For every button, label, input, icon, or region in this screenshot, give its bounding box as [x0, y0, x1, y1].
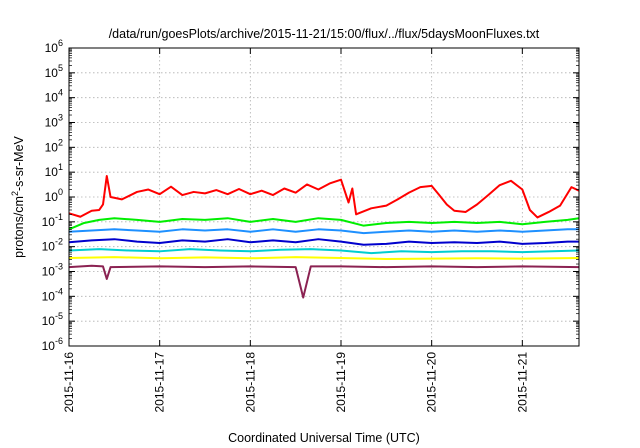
series-lines	[68, 175, 580, 299]
y-tick-label: 101	[45, 162, 63, 179]
x-tick-label: 2015-11-18	[243, 352, 257, 413]
series-line	[68, 256, 580, 260]
y-tick-label: 10-6	[42, 336, 63, 353]
series-line	[68, 238, 579, 246]
x-tick-label: 2015-11-21	[515, 352, 529, 413]
y-tick-label: 10-3	[42, 262, 63, 279]
series-line	[68, 217, 580, 231]
series-line	[68, 175, 580, 219]
y-tick-label: 106	[45, 38, 63, 55]
x-axis-ticks: 2015-11-16 2015-11-17 2015-11-18 2015-11-19…	[62, 48, 529, 413]
grid	[69, 48, 579, 346]
y-axis-label: protons/cm2-s-sr-MeV	[10, 135, 26, 257]
x-tick-label: 2015-11-17	[153, 352, 167, 413]
x-tick-label: 2015-11-19	[334, 352, 348, 413]
y-tick-label: 104	[45, 88, 63, 105]
y-tick-label: 10-5	[42, 311, 63, 328]
y-tick-label: 10-1	[42, 212, 63, 229]
series-line	[68, 228, 579, 235]
y-tick-label: 100	[45, 187, 63, 204]
chart-title: /data/run/goesPlots/archive/2015-11-21/1…	[109, 27, 540, 41]
x-tick-label: 2015-11-20	[425, 352, 439, 413]
y-tick-label: 103	[45, 113, 63, 130]
series-line	[68, 264, 580, 299]
x-tick-label: 2015-11-16	[62, 352, 76, 413]
y-tick-label: 10-4	[42, 286, 63, 303]
y-tick-label: 102	[45, 137, 63, 154]
series-line	[68, 248, 580, 255]
x-axis-label: Coordinated Universal Time (UTC)	[228, 431, 420, 445]
y-tick-label: 105	[45, 63, 63, 80]
y-axis-ticks: 10-6 10-5 10-4 10-3 10-2 10-1 100 101 102 103 104 1…	[42, 38, 579, 353]
y-tick-label: 10-2	[42, 237, 63, 254]
